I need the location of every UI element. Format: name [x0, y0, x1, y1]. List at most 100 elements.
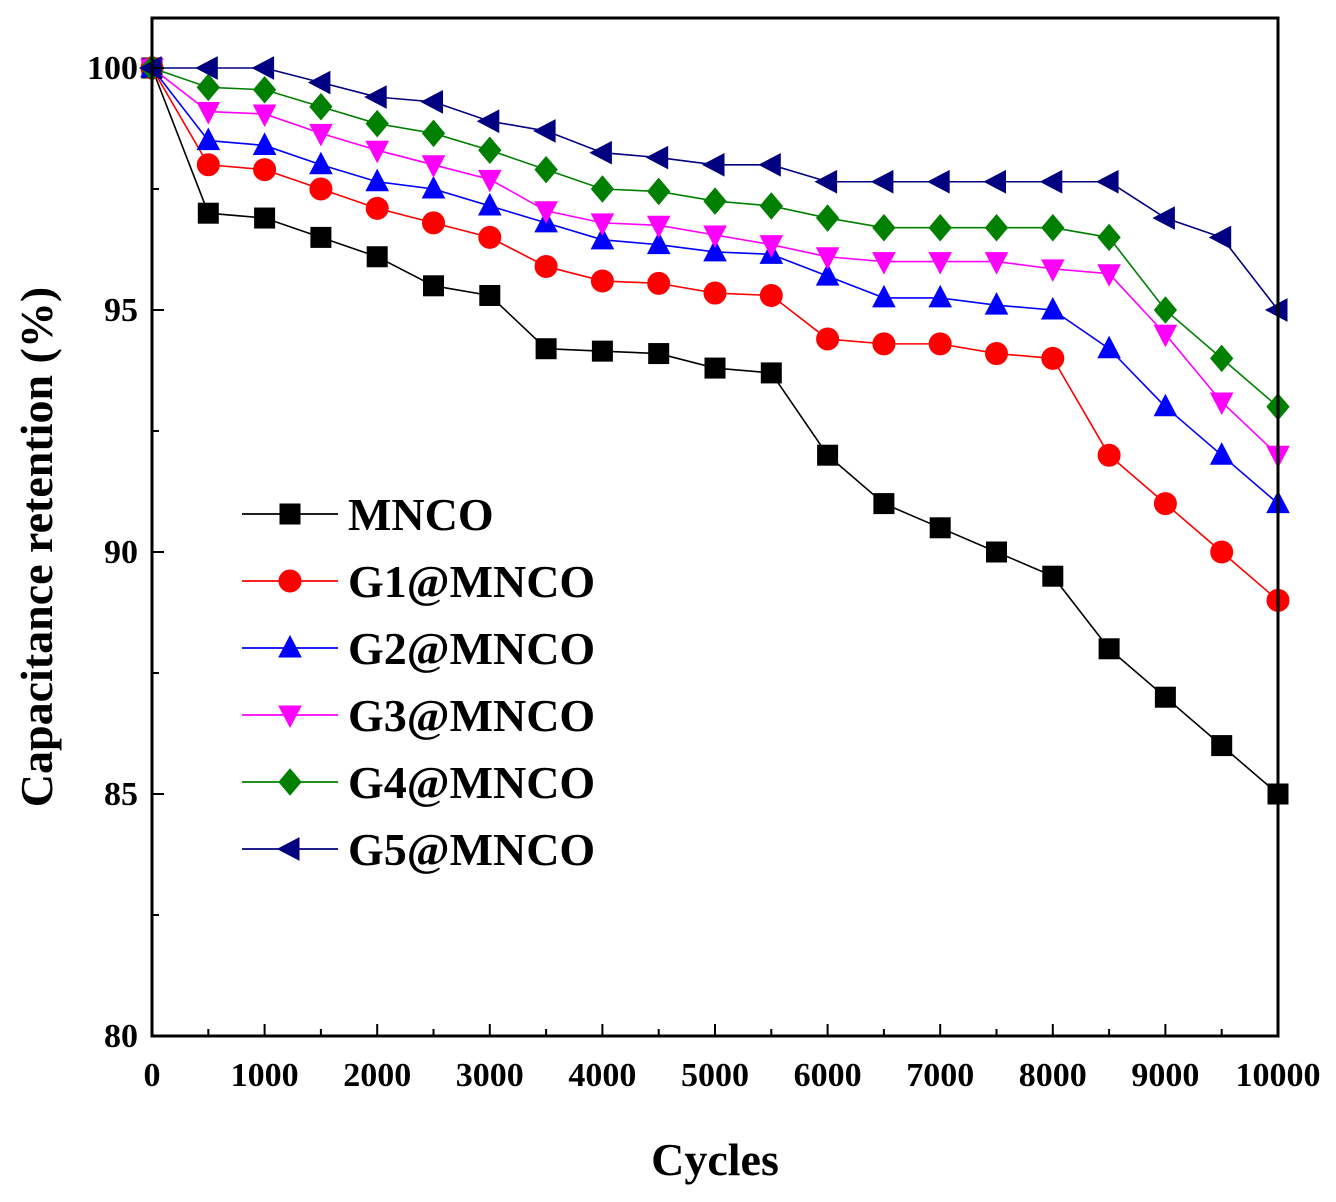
data-point — [421, 175, 446, 199]
data-point — [197, 202, 219, 224]
data-point — [985, 342, 1008, 366]
data-point — [758, 152, 781, 177]
data-point — [309, 123, 333, 147]
data-point — [815, 247, 840, 270]
data-point — [252, 76, 277, 104]
data-point — [307, 70, 331, 95]
data-point — [929, 517, 951, 539]
data-point — [1152, 206, 1175, 230]
data-point — [646, 215, 671, 239]
series-mnco — [141, 57, 1289, 805]
data-point — [872, 213, 896, 242]
legend-entry: G3@MNCO — [242, 690, 595, 741]
legend-entry: G4@MNCO — [242, 757, 595, 808]
data-point — [254, 207, 276, 229]
data-point — [1039, 169, 1063, 194]
data-point — [1040, 259, 1065, 282]
data-point — [1098, 638, 1120, 660]
legend-marker — [278, 705, 302, 729]
data-point — [478, 225, 502, 249]
x-tick-label: 4000 — [568, 1057, 636, 1094]
data-point — [309, 151, 333, 175]
ticks-layer: 0 1000 2000 3000 4000 5000 6000 7000 8000 9000 100… — [87, 50, 1321, 1094]
data-point — [252, 132, 277, 155]
data-point — [759, 192, 783, 220]
data-point — [815, 204, 840, 232]
data-point — [928, 284, 953, 308]
data-point — [420, 90, 443, 114]
legend-marker — [278, 569, 302, 593]
x-tick-label: 0 — [144, 1057, 161, 1094]
data-point — [984, 213, 1009, 242]
data-point — [421, 119, 446, 148]
legend-marker — [278, 768, 302, 796]
data-point — [253, 158, 277, 182]
x-tick-label: 6000 — [794, 1057, 862, 1094]
y-tick-label: 100 — [87, 50, 138, 87]
data-point — [928, 252, 953, 275]
data-point — [479, 284, 501, 306]
data-point — [647, 177, 671, 206]
data-point — [590, 226, 615, 250]
legend: MNCO G1@MNCO G2@MNCO G3@MNCO G4@MNCO G5@MNCO — [242, 489, 595, 875]
data-point — [252, 104, 277, 128]
data-point — [703, 187, 727, 215]
data-point — [1208, 225, 1232, 250]
x-tick-label: 7000 — [906, 1057, 974, 1094]
data-point — [196, 73, 220, 102]
data-point — [535, 338, 557, 360]
data-point — [648, 343, 670, 365]
x-tick-label: 8000 — [1019, 1057, 1087, 1094]
legend-label: G1@MNCO — [348, 556, 595, 607]
data-point — [195, 56, 218, 80]
data-point — [534, 201, 558, 224]
x-tick-label: 1000 — [231, 1057, 299, 1094]
data-point — [872, 252, 896, 275]
data-point — [872, 332, 896, 356]
data-point — [196, 127, 221, 151]
data-point — [310, 226, 332, 248]
y-tick-label: 80 — [104, 1018, 138, 1055]
data-point — [1210, 540, 1234, 564]
x-tick-label: 3000 — [456, 1057, 524, 1094]
series-g4-at-mnco — [140, 54, 1290, 421]
data-point — [1040, 296, 1065, 320]
data-point — [1041, 346, 1065, 370]
data-point — [591, 340, 613, 362]
data-point — [534, 254, 558, 278]
data-point — [534, 155, 558, 184]
data-point — [1097, 443, 1121, 467]
data-point — [1209, 442, 1234, 465]
data-point — [1153, 393, 1178, 417]
data-point — [589, 140, 612, 165]
data-point — [1097, 264, 1121, 287]
data-point — [814, 169, 838, 194]
legend-entry: G5@MNCO — [242, 824, 595, 875]
data-point — [872, 284, 896, 308]
legend-label: G3@MNCO — [348, 690, 595, 741]
data-point — [1211, 735, 1233, 757]
data-point — [309, 177, 333, 201]
data-point — [984, 252, 1009, 275]
data-point — [817, 444, 839, 466]
legend-marker — [276, 837, 300, 861]
data-point — [365, 196, 389, 220]
y-axis-title: Capacitance retention (%) — [11, 287, 62, 807]
legend-label: G4@MNCO — [348, 757, 595, 808]
data-point — [760, 362, 782, 384]
data-point — [196, 102, 221, 125]
data-point — [251, 56, 275, 80]
data-point — [366, 246, 388, 268]
data-point — [1096, 169, 1119, 194]
data-point — [1042, 565, 1064, 587]
series-g2-at-mnco — [140, 54, 1290, 514]
data-point — [927, 169, 950, 194]
data-point — [365, 109, 389, 138]
data-point — [590, 213, 615, 236]
data-point — [1041, 213, 1065, 242]
series-g3-at-mnco — [140, 58, 1290, 469]
x-axis-title: Cycles — [651, 1134, 779, 1185]
data-point — [928, 213, 952, 242]
legend-label: G2@MNCO — [348, 623, 595, 674]
